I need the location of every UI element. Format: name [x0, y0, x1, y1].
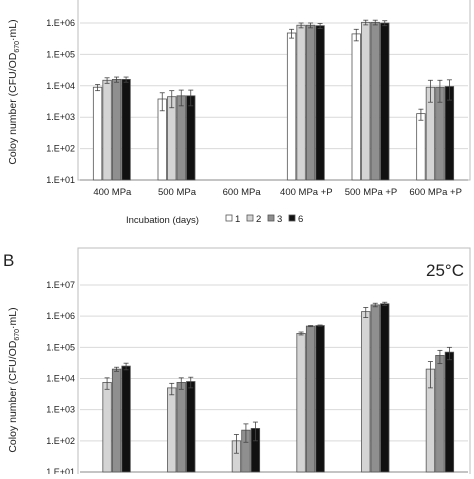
legend-title: Incubation (days): [126, 215, 199, 226]
bar: [286, 32, 297, 181]
bar: [305, 24, 316, 181]
y-tick-label: 1.E+03: [46, 112, 75, 122]
y-tick-label: 1.E+05: [46, 342, 75, 352]
legend: Incubation (days) 1 2 3 6: [126, 214, 303, 226]
x-category-label: 600 MPa +P: [409, 187, 462, 198]
legend-label: 3: [277, 214, 282, 225]
bar: [370, 304, 380, 473]
bar: [380, 22, 390, 181]
legend-swatch: [288, 214, 296, 222]
x-category-label: 500 MPa +P: [345, 187, 398, 198]
bar: [167, 387, 177, 473]
bar: [380, 303, 390, 473]
y-tick-label: 1.E+06: [46, 18, 75, 28]
bar: [296, 332, 306, 473]
bar: [121, 78, 131, 181]
bar: [361, 21, 371, 181]
bar: [186, 381, 196, 473]
legend-items: 1 2 3 6: [225, 214, 303, 225]
bar: [92, 86, 103, 181]
bar: [167, 96, 177, 181]
y-axis-label-b: Coloy number (CFU/OD670·mL): [7, 307, 21, 452]
y-tick-label: 1.E+01: [46, 467, 75, 474]
temperature-label-b: 25°C: [426, 261, 464, 280]
legend-swatch: [225, 214, 233, 222]
bar: [176, 95, 186, 181]
bar: [111, 368, 122, 473]
bar: [176, 381, 186, 473]
grid-a: [80, 22, 468, 181]
bar: [102, 79, 112, 181]
legend-swatch: [246, 214, 254, 222]
x-category-label: 400 MPa +P: [280, 187, 333, 198]
y-tick-label: 1.E+05: [46, 49, 75, 59]
grid-b: [80, 284, 468, 473]
y-tick-label: 1.E+03: [46, 405, 75, 415]
chart-panel-b: B 25°C 1.E+011.E+021.E+031.E+041.E+051.E…: [3, 247, 471, 479]
chart-panel-a: 1.E+01 1.E+02 1.E+03 1.E+04 1.E+05 1.E+06 400…: [7, 0, 471, 226]
bar: [361, 311, 371, 473]
bar: [121, 365, 131, 473]
bar: [351, 33, 361, 181]
bar: [315, 325, 325, 473]
bar: [315, 25, 325, 181]
bar: [186, 95, 196, 181]
legend-label: 2: [256, 214, 261, 225]
x-category-label: 400 MPa: [93, 187, 132, 198]
y-tick-label: 1.E+02: [46, 144, 75, 154]
y-tick-label: 1.E+04: [46, 374, 75, 384]
y-ticks-a: 1.E+01 1.E+02 1.E+03 1.E+04 1.E+05 1.E+06: [46, 18, 75, 185]
panel-label-b: B: [3, 251, 14, 270]
plot-area-a: [77, 0, 471, 181]
x-category-label: 500 MPa: [158, 187, 197, 198]
bar: [111, 78, 122, 181]
bar: [296, 24, 306, 181]
x-categories-a: 400 MPa 500 MPa 600 MPa 400 MPa +P 500 MPa +…: [93, 187, 462, 198]
y-tick-label: 1.E+02: [46, 436, 75, 446]
legend-swatch: [267, 214, 275, 222]
y-tick-label: 1.E+01: [46, 175, 75, 185]
bar: [444, 86, 455, 181]
bar: [416, 113, 426, 181]
y-ticks-b: 1.E+01 1.E+02 1.E+03 1.E+04 1.E+05 1.E+06 1.E+…: [46, 280, 75, 477]
y-tick-label: 1.E+04: [46, 81, 75, 91]
bar: [435, 355, 445, 473]
y-tick-label: 1.E+06: [46, 311, 75, 321]
bar: [305, 325, 316, 473]
x-category-label: 600 MPa: [223, 187, 262, 198]
bar: [444, 351, 455, 473]
bars-a: [92, 19, 455, 181]
legend-label: 6: [298, 214, 303, 225]
y-axis-label-a: Coloy number (CFU/OD670·mL): [7, 19, 21, 164]
bar: [370, 21, 380, 181]
y-tick-label: 1.E+07: [46, 280, 75, 290]
bar: [102, 381, 112, 473]
plot-area-b: [77, 247, 471, 479]
bars-b: [102, 301, 455, 473]
legend-label: 1: [235, 214, 240, 225]
